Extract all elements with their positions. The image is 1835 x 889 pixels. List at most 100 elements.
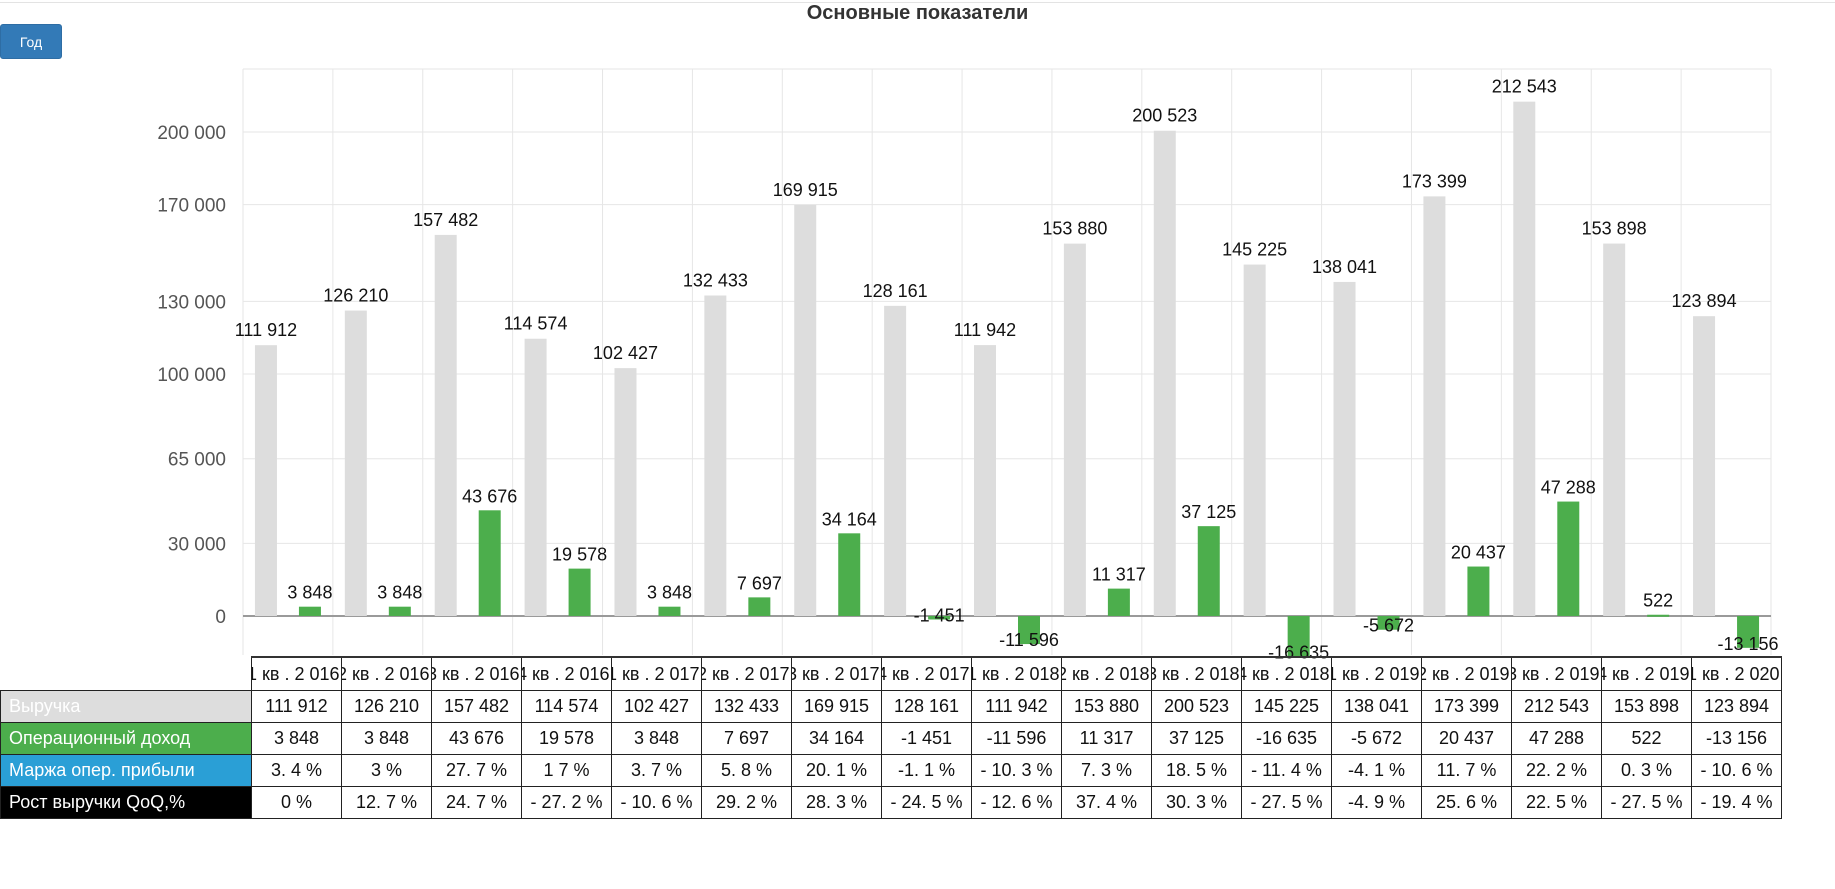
column-header: 3 кв . 2 017	[791, 656, 882, 691]
table-cell: - 10. 3 %	[971, 754, 1062, 787]
revenue-bar	[704, 295, 727, 616]
operating-income-data-label: 522	[1643, 591, 1673, 611]
revenue-data-label: 132 433	[683, 271, 748, 291]
column-header: 2 кв . 2 016	[341, 656, 432, 691]
y-tick-label: 100 000	[157, 365, 226, 386]
operating-income-data-label: 20 437	[1451, 543, 1506, 563]
operating-income-bar	[1737, 616, 1760, 648]
table-cell: 7 697	[701, 722, 792, 755]
table-row: Выручка 111 912 126 210 157 482 114 574 102 4…	[0, 690, 1782, 723]
column-header: 3 кв . 2 016	[431, 656, 522, 691]
table-cell: 34 164	[791, 722, 882, 755]
table-cell: 3 848	[611, 722, 702, 755]
operating-income-bar	[1467, 566, 1490, 616]
table-cell: 37. 4 %	[1061, 786, 1152, 819]
table-cell: 111 942	[971, 690, 1062, 723]
table-cell: 3. 4 %	[251, 754, 342, 787]
column-header: 1 кв . 2 018	[971, 656, 1062, 691]
revenue-data-label: 153 898	[1582, 219, 1647, 239]
operating-income-data-label: 37 125	[1181, 502, 1236, 522]
table-cell: 20. 1 %	[791, 754, 882, 787]
revenue-bar	[1063, 243, 1086, 616]
table-cell: 102 427	[611, 690, 702, 723]
revenue-data-label: 111 912	[235, 320, 297, 340]
quarter-label: 1 кв . 2 019	[1331, 663, 1420, 684]
row-label-revenue-growth: Рост выручки QoQ,%	[0, 786, 252, 819]
operating-income-data-label: 34 164	[822, 509, 877, 529]
table-cell: 11. 7 %	[1421, 754, 1512, 787]
table-cell: - 10. 6 %	[611, 786, 702, 819]
table-cell: 0. 3 %	[1601, 754, 1692, 787]
table-cell: 25. 6 %	[1421, 786, 1512, 819]
revenue-data-label: 102 427	[593, 343, 658, 363]
year-period-button[interactable]: Год	[0, 24, 62, 59]
operating-income-data-label: 3 848	[287, 583, 332, 603]
table-cell: 3 848	[341, 722, 432, 755]
table-cell: 111 912	[251, 690, 342, 723]
table-cell: -13 156	[1691, 722, 1782, 755]
table-cell: -11 596	[971, 722, 1062, 755]
revenue-bar	[1423, 196, 1446, 616]
operating-income-data-label: 11 317	[1092, 565, 1146, 585]
table-cell: 200 523	[1151, 690, 1242, 723]
revenue-data-label: 157 482	[413, 210, 478, 230]
table-cell: - 27. 5 %	[1241, 786, 1332, 819]
table-corner	[1, 657, 252, 691]
table-cell: 212 543	[1511, 690, 1602, 723]
column-header: 2 кв . 2 019	[1421, 656, 1512, 691]
table-cell: - 27. 5 %	[1601, 786, 1692, 819]
table-cell: 22. 2 %	[1511, 754, 1602, 787]
table-cell: 29. 2 %	[701, 786, 792, 819]
quarter-label: 2 кв . 2 017	[701, 663, 790, 684]
quarter-label: 4 кв . 2 016	[521, 663, 610, 684]
table-cell: -4. 9 %	[1331, 786, 1422, 819]
quarter-label: 2 кв . 2 019	[1421, 663, 1510, 684]
revenue-bar	[974, 345, 996, 616]
revenue-data-label: 138 041	[1312, 257, 1377, 277]
table-cell: - 24. 5 %	[881, 786, 972, 819]
operating-income-bar	[1647, 614, 1670, 617]
table-cell: 126 210	[341, 690, 432, 723]
revenue-bar	[1153, 130, 1176, 616]
operating-income-bar	[478, 510, 501, 616]
quarter-label: 1 кв . 2 018	[971, 663, 1060, 684]
table-cell: - 10. 6 %	[1691, 754, 1782, 787]
revenue-bar	[1603, 243, 1626, 616]
revenue-data-label: 145 225	[1222, 240, 1287, 260]
y-tick-label: 130 000	[157, 292, 226, 313]
column-header: 4 кв . 2 019	[1601, 656, 1692, 691]
revenue-bar	[344, 310, 367, 616]
table-cell: 43 676	[431, 722, 522, 755]
table-cell: 3 %	[341, 754, 432, 787]
table-cell: 522	[1601, 722, 1692, 755]
table-cell: 169 915	[791, 690, 882, 723]
revenue-data-label: 123 894	[1672, 291, 1737, 311]
operating-income-bar	[658, 606, 681, 616]
table-cell: -1. 1 %	[881, 754, 972, 787]
revenue-data-label: 200 523	[1132, 106, 1197, 126]
revenue-bar	[1333, 281, 1356, 616]
revenue-data-label: 169 915	[773, 180, 838, 200]
operating-income-bar	[838, 533, 861, 616]
table-cell: 138 041	[1331, 690, 1422, 723]
column-header: 4 кв . 2 016	[521, 656, 612, 691]
table-cell: 157 482	[431, 690, 522, 723]
table-row: Маржа опер. прибыли 3. 4 % 3 % 27. 7 % 1 7 %…	[0, 754, 1782, 787]
table-cell: 18. 5 %	[1151, 754, 1242, 787]
quarter-label: 3 кв . 2 017	[791, 663, 880, 684]
operating-income-data-label: 3 848	[377, 583, 422, 603]
quarter-label: 3 кв . 2 019	[1511, 663, 1600, 684]
revenue-bar	[1243, 264, 1266, 616]
operating-income-data-label: -1 451	[914, 606, 965, 626]
table-cell: -4. 1 %	[1331, 754, 1422, 787]
table-cell: 12. 7 %	[341, 786, 432, 819]
revenue-data-label: 153 880	[1042, 219, 1107, 239]
operating-income-bar	[1557, 501, 1580, 616]
column-header: 2 кв . 2 017	[701, 656, 792, 691]
operating-income-bar	[928, 616, 951, 620]
table-row: Рост выручки QoQ,% 0 % 12. 7 % 24. 7 % - 27.…	[0, 786, 1782, 819]
operating-income-data-label: -13 156	[1718, 634, 1779, 654]
table-cell: -16 635	[1241, 722, 1332, 755]
operating-income-data-label: 7 697	[737, 573, 782, 593]
table-cell: -1 451	[881, 722, 972, 755]
